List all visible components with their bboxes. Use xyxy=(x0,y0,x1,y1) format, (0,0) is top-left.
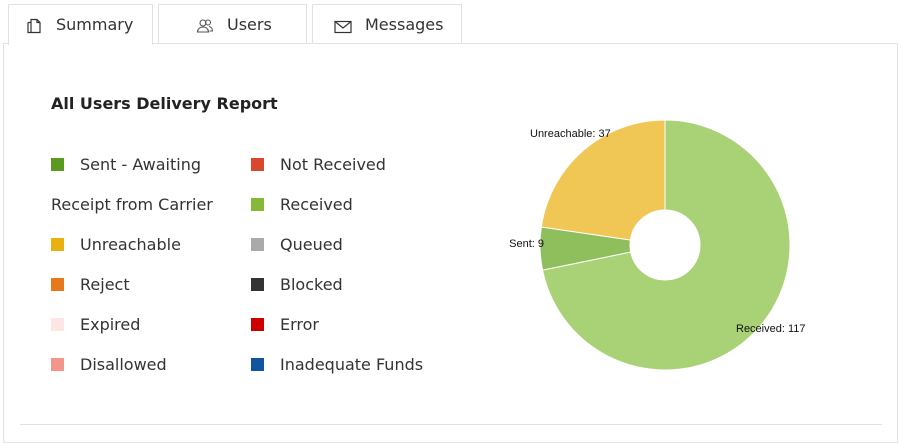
tab-label: Users xyxy=(227,15,272,34)
legend-item: Unreachable xyxy=(51,225,251,265)
tab-messages[interactable]: Messages xyxy=(312,4,462,43)
donut-slice xyxy=(540,119,666,241)
legend-swatch xyxy=(51,278,64,291)
tab-label: Messages xyxy=(365,15,444,34)
page: {"tabs": [{"label": "Summary"}, {"label"… xyxy=(3,4,898,443)
legend-swatch xyxy=(251,318,264,331)
slice-label: Unreachable: 37 xyxy=(530,128,611,140)
legend-item: Expired xyxy=(51,305,251,345)
legend-label: Expired xyxy=(80,315,141,334)
tab-users[interactable]: Users xyxy=(158,4,307,43)
legend-item: Not Received xyxy=(251,145,451,185)
messages-icon xyxy=(334,20,352,34)
users-icon xyxy=(196,19,214,33)
legend-item: Inadequate Funds xyxy=(251,345,451,385)
tab-label: Summary xyxy=(56,15,134,34)
report-title: All Users Delivery Report xyxy=(51,94,278,113)
legend-swatch xyxy=(251,358,264,371)
legend-swatch xyxy=(251,238,264,251)
legend-label: Blocked xyxy=(280,275,343,294)
legend-swatch xyxy=(251,198,264,211)
legend-item: Error xyxy=(251,305,451,345)
legend-swatch xyxy=(251,158,264,171)
legend-item: Reject xyxy=(51,265,251,305)
donut-chart: Received: 117 Sent: 9 Unreachable: 37 xyxy=(509,119,806,371)
legend-label: Unreachable xyxy=(80,235,181,254)
legend-swatch xyxy=(51,358,64,371)
legend-label: Reject xyxy=(80,275,130,294)
slice-label: Sent: 9 xyxy=(509,238,544,250)
donut-slice xyxy=(541,119,791,371)
legend-label: Not Received xyxy=(280,155,386,174)
legend-label: Queued xyxy=(280,235,343,254)
legend-item: Received xyxy=(251,185,451,225)
legend-item: Queued xyxy=(251,225,451,265)
legend-label: Sent - Awaiting Receipt from Carrier xyxy=(51,155,213,214)
summary-icon xyxy=(27,18,41,34)
divider xyxy=(20,424,882,425)
legend-label: Inadequate Funds xyxy=(280,355,424,374)
slice-label: Received: 117 xyxy=(736,323,806,335)
legend-item: Disallowed xyxy=(51,345,251,385)
legend-label: Error xyxy=(280,315,319,334)
legend-swatch xyxy=(51,238,64,251)
legend-item: Blocked xyxy=(251,265,451,305)
legend-swatch xyxy=(51,158,64,171)
legend-item: Sent - Awaiting Receipt from Carrier xyxy=(51,145,251,214)
legend-swatch xyxy=(51,318,64,331)
tab-summary[interactable]: Summary xyxy=(8,4,153,45)
legend-label: Disallowed xyxy=(80,355,167,374)
legend-swatch xyxy=(251,278,264,291)
legend-label: Received xyxy=(280,195,353,214)
